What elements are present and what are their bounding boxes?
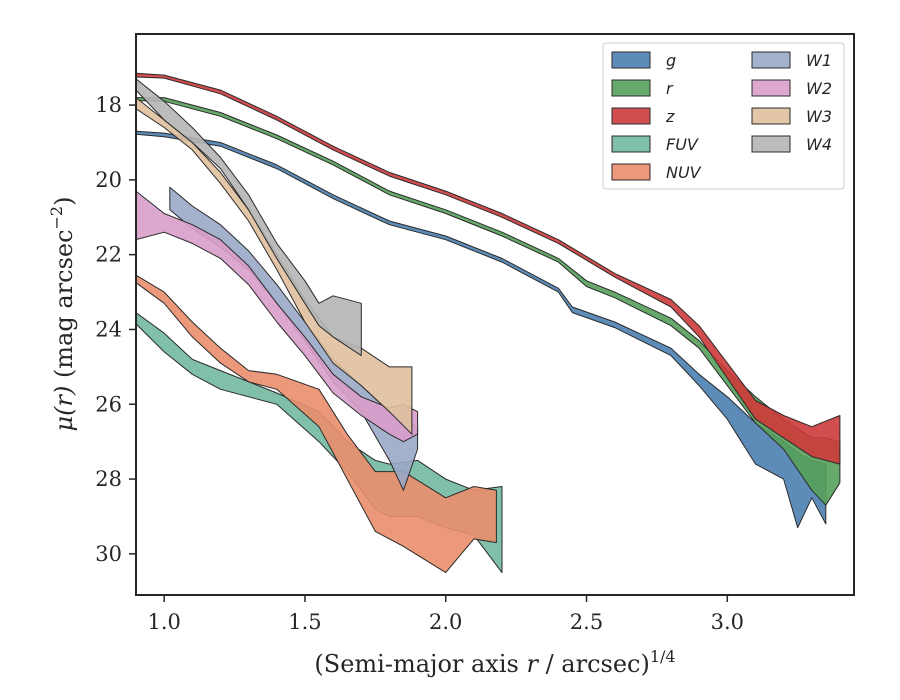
x-axis: 1.0 1.5 2.0 2.5 3.0: [147, 595, 744, 634]
legend-label: z: [665, 107, 675, 126]
legend-swatch: [751, 51, 791, 69]
legend-item-fuv: FUV: [611, 135, 699, 154]
y-axis: 18 20 22 24 26 28 30: [95, 93, 136, 566]
legend-swatch: [611, 51, 651, 69]
legend: grz FUV NUV W1 W2 W3 W4: [602, 42, 845, 190]
legend-item-z: z: [611, 107, 675, 126]
legend-swatch: [611, 163, 651, 181]
y-tick-label: 30: [95, 542, 122, 566]
legend-item-g: g: [611, 51, 676, 70]
y-tick-label: 28: [95, 467, 122, 491]
legend-item-w1: W1: [751, 51, 832, 70]
legend-label: W2: [806, 79, 832, 98]
y-tick-label: 24: [95, 317, 122, 341]
legend-swatch: [751, 135, 791, 153]
legend-swatch: [611, 135, 651, 153]
legend-label: FUV: [666, 135, 699, 154]
y-tick-label: 26: [95, 392, 122, 416]
x-tick-label: 3.0: [711, 610, 744, 634]
legend-swatch: [611, 79, 651, 97]
legend-label: W3: [806, 107, 832, 126]
plot-area: [136, 72, 841, 574]
y-tick-label: 20: [95, 168, 122, 192]
legend-label: r: [666, 79, 674, 98]
legend-item-w2: W2: [751, 79, 832, 98]
y-tick-label: 18: [95, 93, 122, 117]
legend-item-w3: W3: [751, 107, 832, 126]
legend-swatch: [751, 107, 791, 125]
y-axis-title: μ(r) (mag arcsec−2): [47, 196, 78, 431]
axes-frame: [135, 33, 855, 596]
legend-item-nuv: NUV: [611, 163, 702, 182]
series-band-w4: [136, 78, 362, 357]
y-tick-label: 22: [95, 243, 122, 267]
x-tick-label: 1.5: [288, 610, 321, 634]
legend-label: W1: [806, 51, 832, 70]
legend-swatch: [751, 79, 791, 97]
legend-label: g: [666, 51, 676, 70]
series-band-z: [136, 72, 841, 465]
series-band-w2: [136, 190, 419, 443]
series-band-nuv: [136, 274, 497, 574]
x-tick-label: 2.0: [429, 610, 462, 634]
legend-label: NUV: [666, 163, 702, 182]
x-axis-title: (Semi-major axis r / arcsec)1/4: [314, 647, 675, 678]
legend-swatch: [611, 107, 651, 125]
legend-item-w4: W4: [751, 135, 832, 154]
legend-item-r: r: [611, 79, 674, 98]
legend-label: W4: [806, 135, 832, 154]
series-band-g: [136, 130, 827, 529]
x-tick-label: 2.5: [570, 610, 603, 634]
series-band-w3: [136, 97, 413, 435]
x-tick-label: 1.0: [147, 610, 180, 634]
series-band-r: [136, 97, 841, 506]
